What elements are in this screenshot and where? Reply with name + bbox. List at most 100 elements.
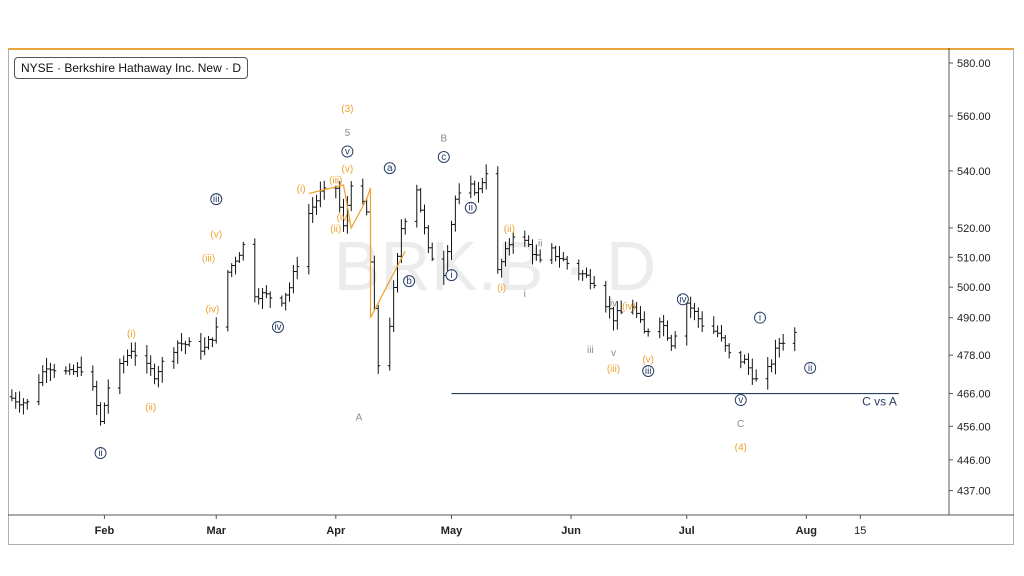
ohlc-bar: [576, 259, 581, 281]
wave-label: iii: [587, 345, 594, 356]
ohlc-bar: [241, 241, 246, 261]
ohlc-bar: [156, 365, 161, 388]
price-axis[interactable]: 580.00 560.00 540.00 520.00 510.00 500.00 490.…: [949, 58, 991, 498]
ohlc-bar: [603, 281, 608, 313]
ohlc-bar: [538, 249, 543, 263]
ohlc-bar: [214, 317, 219, 344]
label-text: ii: [98, 448, 102, 459]
wave-label: (4): [735, 442, 747, 453]
ohlc-bar: [665, 320, 670, 341]
level-line-group: C vs A: [451, 392, 899, 409]
ohlc-bar: [133, 342, 138, 366]
x-tick-label: Jul: [679, 525, 695, 537]
ohlc-bar: [765, 357, 770, 390]
ohlc-bar: [306, 203, 311, 275]
ohlc-bar: [769, 359, 774, 373]
ohlc-bar: [642, 311, 647, 334]
ohlc-bar: [341, 198, 346, 232]
wave-label: (ii): [145, 403, 156, 414]
ohlc-bar: [696, 307, 701, 328]
ohlc-bar: [723, 334, 728, 352]
wave-labels: ii(i)(ii)iii(v)(iii)(iv)iv(i)(ii)(iii)(i…: [94, 104, 817, 460]
ohlc-bar: [152, 363, 157, 385]
label-circle: [676, 293, 689, 306]
ohlc-bar: [349, 181, 354, 212]
time-axis[interactable]: Feb Mar Apr May Jun Jul Aug 15: [95, 515, 867, 537]
ohlc-bar: [391, 280, 396, 332]
wave-label-circled: ii: [804, 361, 817, 374]
ohlc-bar: [264, 285, 269, 299]
ohlc-bar: [202, 337, 207, 356]
ohlc-bar: [125, 349, 130, 366]
label-circle: [642, 365, 655, 378]
ohlc-bar: [738, 350, 743, 369]
ohlc-bar: [592, 276, 597, 289]
ohlc-bar: [476, 182, 481, 203]
wave-label: (iii): [607, 364, 620, 375]
label-circle: [437, 150, 450, 163]
wave-label: (iv): [622, 301, 636, 312]
label-circle: [445, 269, 458, 282]
ohlc-bar: [719, 324, 724, 342]
label-circle: [271, 320, 284, 333]
ohlc-bars: [9, 164, 797, 426]
ohlc-bar: [742, 354, 747, 365]
ohlc-bar: [669, 334, 674, 351]
ohlc-bar: [449, 220, 454, 260]
label-text: v: [738, 395, 743, 406]
x-tick-label: Feb: [95, 525, 115, 537]
support-line-label: C vs A: [862, 395, 897, 409]
y-tick-label: 466.00: [957, 389, 991, 401]
y-tick-label: 540.00: [957, 166, 991, 178]
ohlc-bar: [98, 402, 103, 426]
label-text: c: [441, 152, 446, 163]
ohlc-bar: [175, 340, 180, 364]
label-text: iii: [213, 194, 220, 205]
top-accent-line: [8, 48, 1014, 50]
ohlc-bar: [9, 389, 14, 402]
symbol-label[interactable]: NYSE · Berkshire Hathaway Inc. New · D: [14, 57, 249, 79]
ohlc-bar: [661, 315, 666, 337]
ohlc-bar: [295, 256, 300, 280]
label-circle: [341, 145, 354, 158]
y-tick-label: 456.00: [957, 421, 991, 433]
wave-label-circled: i: [445, 269, 458, 282]
y-tick-label: 500.00: [957, 282, 991, 294]
x-tick-label: Aug: [796, 525, 817, 537]
ohlc-bar: [187, 337, 192, 347]
label-text: i: [450, 270, 452, 281]
ohlc-bar: [229, 263, 234, 278]
x-tick-label: 15: [854, 525, 866, 537]
ohlc-bar: [746, 353, 751, 376]
ohlc-bar: [634, 301, 639, 319]
ohlc-bar: [638, 306, 643, 323]
ohlc-bar: [588, 269, 593, 290]
ohlc-bar: [557, 246, 562, 268]
wave-label-circled: a: [383, 162, 396, 175]
ohlc-bar: [441, 250, 446, 285]
ohlc-bar: [260, 287, 265, 309]
y-tick-label: 446.00: [957, 455, 991, 467]
ohlc-bar: [426, 225, 431, 254]
ohlc-bar: [561, 252, 566, 262]
wave-label: 5: [345, 128, 351, 139]
ohlc-bar: [44, 358, 49, 383]
y-tick-label: 490.00: [957, 313, 991, 325]
ohlc-bar: [268, 291, 273, 308]
label-text: v: [345, 146, 350, 157]
label-text: b: [406, 276, 412, 287]
ohlc-bar: [179, 333, 184, 352]
ohlc-bar: [646, 328, 651, 337]
ohlc-bar: [472, 180, 477, 196]
ohlc-bar: [36, 374, 41, 406]
wave-label: A: [356, 412, 363, 423]
x-tick-label: Jun: [561, 525, 581, 537]
ohlc-bar: [499, 258, 504, 278]
ohlc-bar: [549, 243, 554, 264]
ohlc-bar: [291, 264, 296, 294]
ohlc-bar: [387, 317, 392, 371]
ohlc-bar: [171, 347, 176, 369]
ohlc-bar: [422, 204, 427, 235]
ohlc-bar: [160, 356, 165, 383]
